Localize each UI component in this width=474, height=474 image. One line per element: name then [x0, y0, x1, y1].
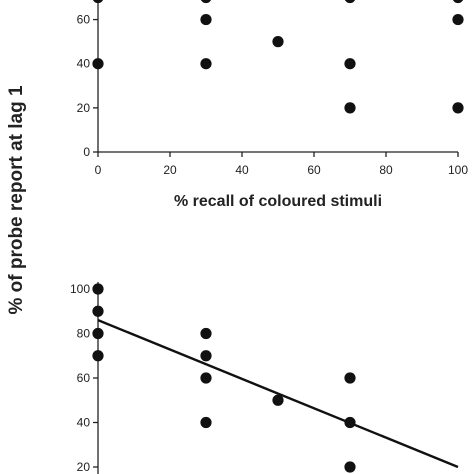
y-axis-label: % of probe report at lag 1	[6, 85, 27, 315]
top-data-point	[344, 58, 356, 70]
top-data-point	[200, 13, 212, 26]
top-x-tick-label: 40	[235, 163, 249, 177]
bottom-y-tick-label: 100	[70, 282, 90, 296]
top-y-tick-label: 60	[77, 13, 91, 27]
bottom-data-point	[92, 305, 104, 317]
bottom-data-point	[92, 350, 104, 362]
bottom-data-point	[200, 327, 212, 340]
top-x-tick-label: 0	[95, 163, 102, 177]
bottom-y-tick-label: 60	[77, 371, 91, 385]
bottom-data-point	[200, 372, 212, 384]
bottom-data-point	[344, 416, 356, 429]
top-x-tick-label: 20	[163, 163, 177, 177]
bottom-y-tick-label: 80	[77, 327, 91, 341]
top-y-tick-label: 20	[77, 101, 91, 115]
bottom-data-point	[344, 461, 356, 473]
top-data-point	[452, 0, 464, 4]
top-data-point	[92, 58, 104, 70]
bottom-data-point	[92, 327, 104, 340]
top-x-tick-label: 80	[379, 163, 393, 177]
top-data-point	[344, 102, 356, 114]
bottom-data-point	[92, 283, 104, 295]
top-x-tick-label: 100	[448, 163, 468, 177]
bottom-y-tick-label: 40	[77, 416, 91, 430]
top-y-tick-label: 40	[77, 57, 91, 71]
top-y-tick-label: 0	[83, 145, 90, 159]
top-data-point	[200, 58, 212, 70]
bottom-data-point	[200, 416, 212, 429]
bottom-trend-line	[97, 319, 459, 469]
top-data-point	[452, 102, 464, 114]
top-x-tick-label: 60	[307, 163, 321, 177]
top-data-point	[344, 0, 356, 4]
bottom-data-point	[200, 350, 212, 362]
bottom-scatter-chart: 20 40 60 80 100	[70, 282, 459, 474]
bottom-data-point	[344, 372, 356, 384]
bottom-data-point	[272, 394, 284, 406]
top-data-point	[92, 0, 104, 4]
top-data-point	[200, 0, 212, 4]
top-scatter-chart: 0 20 40 60 0 20 40 60 80 100	[77, 0, 468, 177]
bottom-y-tick-label: 20	[77, 460, 91, 474]
top-data-point	[272, 36, 284, 48]
top-data-point	[452, 13, 464, 26]
top-x-axis-label: % recall of coloured stimuli	[174, 193, 382, 210]
